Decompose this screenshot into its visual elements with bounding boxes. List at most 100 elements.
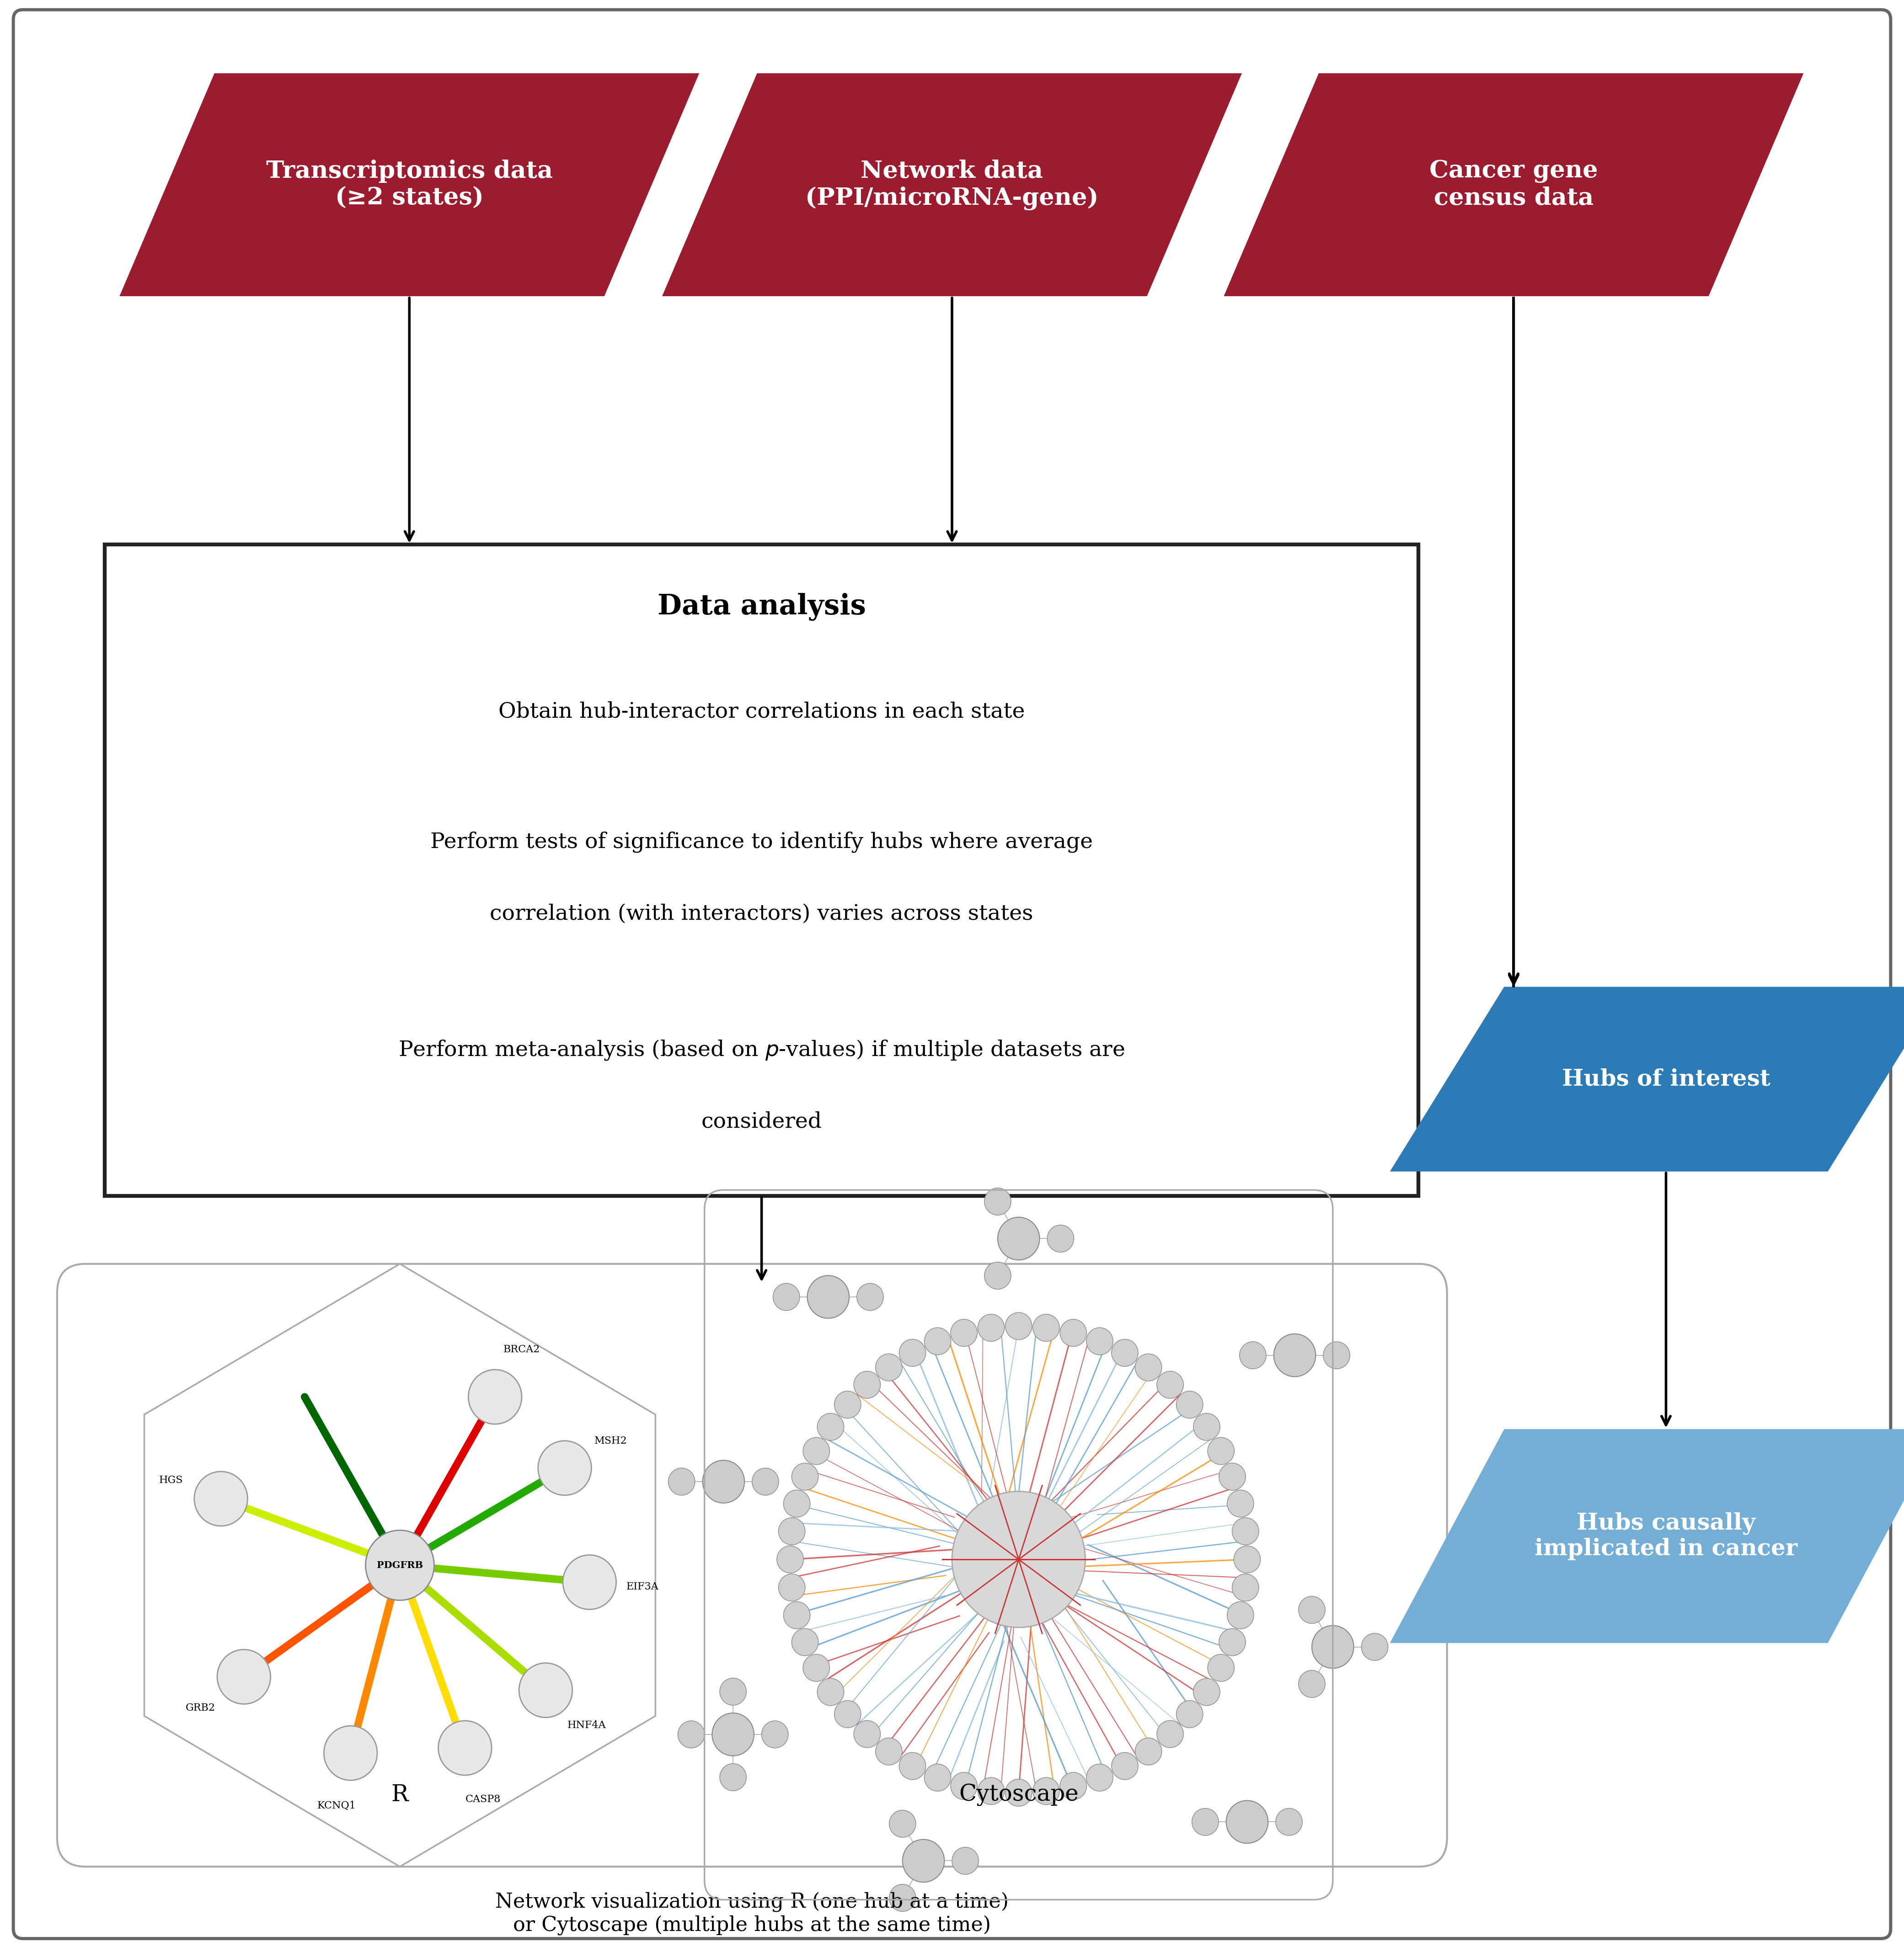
Circle shape — [1047, 1225, 1074, 1252]
Circle shape — [889, 1811, 916, 1838]
Circle shape — [792, 1462, 819, 1489]
Text: Network visualization using R (one hub at a time)
or Cytoscape (multiple hubs at: Network visualization using R (one hub a… — [495, 1892, 1009, 1935]
Text: Cancer gene
census data: Cancer gene census data — [1430, 160, 1597, 210]
Circle shape — [923, 1328, 950, 1355]
Circle shape — [1219, 1462, 1245, 1489]
Text: HNF4A: HNF4A — [567, 1721, 605, 1731]
Circle shape — [1135, 1353, 1161, 1380]
Text: correlation (with interactors) varies across states: correlation (with interactors) varies ac… — [489, 903, 1034, 925]
Circle shape — [438, 1721, 491, 1776]
Circle shape — [703, 1460, 744, 1503]
Circle shape — [762, 1721, 788, 1748]
Circle shape — [1228, 1489, 1255, 1517]
Circle shape — [902, 1840, 944, 1883]
Circle shape — [752, 1468, 779, 1495]
Circle shape — [779, 1517, 805, 1544]
Circle shape — [783, 1489, 809, 1517]
Circle shape — [678, 1721, 704, 1748]
Circle shape — [817, 1678, 843, 1706]
Polygon shape — [1222, 72, 1805, 296]
Circle shape — [1274, 1334, 1316, 1377]
Text: Network data
(PPI/microRNA-gene): Network data (PPI/microRNA-gene) — [805, 160, 1099, 210]
Circle shape — [1005, 1780, 1032, 1807]
Circle shape — [950, 1320, 977, 1347]
Circle shape — [1087, 1328, 1114, 1355]
Circle shape — [1177, 1700, 1203, 1727]
Circle shape — [1177, 1390, 1203, 1417]
Text: Hubs of interest: Hubs of interest — [1561, 1069, 1771, 1090]
Circle shape — [853, 1721, 880, 1748]
Text: Data analysis: Data analysis — [657, 594, 866, 621]
Circle shape — [857, 1283, 883, 1310]
Text: CASP8: CASP8 — [465, 1793, 501, 1805]
Circle shape — [1299, 1597, 1325, 1624]
Text: considered: considered — [701, 1112, 823, 1133]
Circle shape — [923, 1764, 950, 1791]
Circle shape — [1219, 1628, 1245, 1655]
Circle shape — [1158, 1371, 1184, 1398]
Circle shape — [1032, 1778, 1059, 1805]
Polygon shape — [1390, 987, 1904, 1172]
Text: KCNQ1: KCNQ1 — [318, 1801, 356, 1811]
Circle shape — [979, 1314, 1005, 1341]
Text: Cytoscape: Cytoscape — [960, 1783, 1078, 1807]
Circle shape — [1234, 1546, 1260, 1573]
Circle shape — [1061, 1320, 1087, 1347]
Text: EIF3A: EIF3A — [626, 1581, 659, 1593]
FancyBboxPatch shape — [105, 545, 1418, 1195]
Circle shape — [889, 1885, 916, 1912]
Circle shape — [1232, 1573, 1259, 1600]
Circle shape — [899, 1340, 925, 1367]
Circle shape — [1135, 1739, 1161, 1766]
Circle shape — [1005, 1312, 1032, 1340]
Circle shape — [1312, 1626, 1354, 1669]
Circle shape — [984, 1188, 1011, 1215]
Text: Transcriptomics data
(≥2 states): Transcriptomics data (≥2 states) — [267, 160, 552, 210]
Circle shape — [1087, 1764, 1114, 1791]
Circle shape — [366, 1530, 434, 1600]
Circle shape — [720, 1678, 746, 1706]
Circle shape — [668, 1468, 695, 1495]
Circle shape — [952, 1848, 979, 1875]
Circle shape — [952, 1491, 1085, 1628]
Circle shape — [803, 1655, 830, 1682]
Circle shape — [779, 1573, 805, 1600]
Circle shape — [834, 1390, 861, 1417]
Circle shape — [1299, 1671, 1325, 1698]
FancyBboxPatch shape — [13, 10, 1891, 1939]
Circle shape — [1207, 1437, 1234, 1464]
Circle shape — [876, 1739, 902, 1766]
FancyBboxPatch shape — [57, 1264, 1447, 1867]
Circle shape — [1323, 1341, 1350, 1369]
Circle shape — [1361, 1634, 1388, 1661]
Circle shape — [783, 1602, 809, 1630]
Circle shape — [834, 1700, 861, 1727]
Text: BRCA2: BRCA2 — [503, 1345, 541, 1355]
Circle shape — [773, 1283, 800, 1310]
Circle shape — [1194, 1678, 1220, 1706]
Circle shape — [876, 1353, 902, 1380]
Circle shape — [979, 1778, 1005, 1805]
Circle shape — [1228, 1602, 1255, 1630]
Circle shape — [712, 1713, 754, 1756]
Circle shape — [1061, 1772, 1087, 1799]
Circle shape — [1232, 1517, 1259, 1544]
Circle shape — [1192, 1809, 1219, 1836]
Circle shape — [807, 1275, 849, 1318]
Circle shape — [777, 1546, 803, 1573]
Circle shape — [468, 1369, 522, 1423]
Text: GRB2: GRB2 — [185, 1704, 215, 1713]
Circle shape — [1112, 1752, 1139, 1780]
Polygon shape — [663, 72, 1241, 296]
Circle shape — [1032, 1314, 1059, 1341]
Circle shape — [720, 1764, 746, 1791]
Text: MSH2: MSH2 — [594, 1435, 626, 1447]
Circle shape — [1240, 1341, 1266, 1369]
Circle shape — [792, 1628, 819, 1655]
Text: HGS: HGS — [158, 1476, 183, 1486]
Circle shape — [1207, 1655, 1234, 1682]
Circle shape — [817, 1414, 843, 1441]
Text: Perform tests of significance to identify hubs where average: Perform tests of significance to identif… — [430, 831, 1093, 853]
Circle shape — [1276, 1809, 1302, 1836]
Text: Hubs causally
implicated in cancer: Hubs causally implicated in cancer — [1535, 1511, 1797, 1560]
